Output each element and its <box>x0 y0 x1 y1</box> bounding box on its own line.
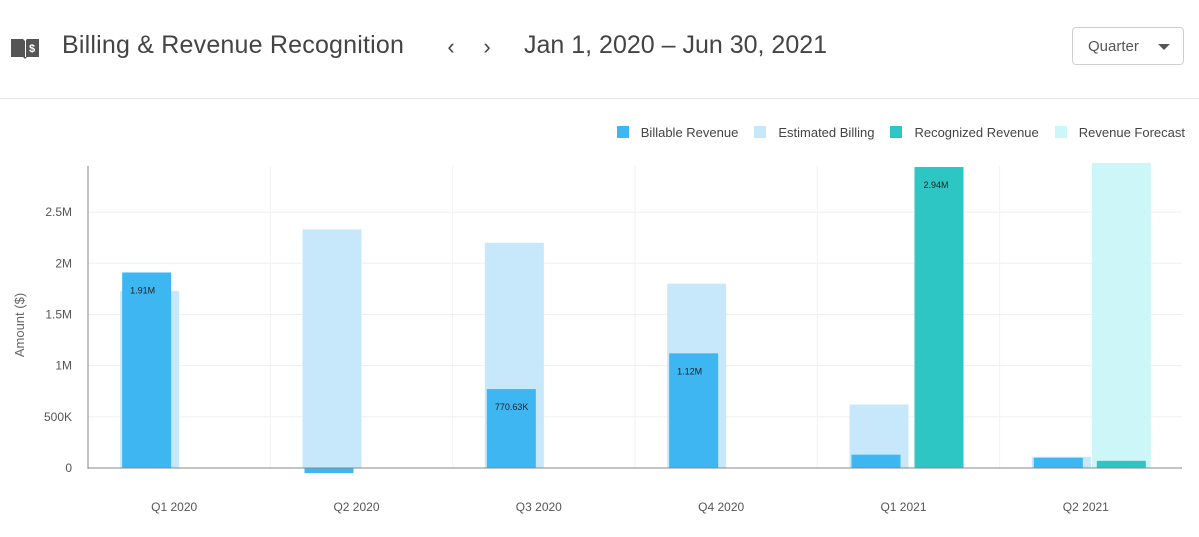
y-tick-label: 500K <box>44 410 72 424</box>
legend-swatch-estimated <box>754 126 767 138</box>
bar-billable-revenue <box>669 353 719 468</box>
y-tick-label: 0 <box>65 461 72 475</box>
period-dropdown-value: Quarter <box>1088 38 1139 55</box>
page-title: Billing & Revenue Recognition <box>62 31 405 59</box>
x-tick-label: Q2 2021 <box>1063 500 1109 514</box>
y-axis-title: Amount ($) <box>12 293 27 357</box>
y-tick-label: 2.5M <box>45 205 72 219</box>
bar-billable-revenue <box>122 272 172 468</box>
bar-recognized-revenue <box>914 167 964 468</box>
legend-swatch-billable <box>616 126 629 138</box>
bar-revenue-forecast <box>1091 162 1151 468</box>
legend-item-recognized-revenue[interactable]: Recognized Revenue <box>890 124 1039 140</box>
data-label-billable: 1.91M <box>130 285 155 295</box>
x-tick-label: Q3 2020 <box>516 500 562 514</box>
legend-label: Recognized Revenue <box>914 124 1039 140</box>
legend-item-billable-revenue[interactable]: Billable Revenue <box>616 124 739 140</box>
date-range-label: Jan 1, 2020 – Jun 30, 2021 <box>524 31 828 59</box>
svg-text:$: $ <box>29 43 35 55</box>
bar-billable-revenue <box>1033 457 1083 468</box>
y-tick-label: 1M <box>55 359 72 373</box>
legend-item-estimated-billing[interactable]: Estimated Billing <box>754 125 874 140</box>
x-tick-label: Q2 2020 <box>333 500 379 514</box>
legend-label: Estimated Billing <box>778 124 875 140</box>
legend-label: Billable Revenue <box>640 124 739 140</box>
bar-billable-revenue <box>304 468 354 474</box>
legend-item-revenue-forecast[interactable]: Revenue Forecast <box>1054 124 1185 140</box>
y-tick-label: 2M <box>55 256 72 270</box>
bar-billable-revenue <box>851 454 901 468</box>
bar-estimated-billing <box>302 229 362 468</box>
data-label-billable: 770.63K <box>495 402 529 412</box>
x-tick-label: Q1 2020 <box>151 500 197 514</box>
data-label-billable: 1.12M <box>677 366 702 376</box>
legend-swatch-recognized <box>890 126 903 138</box>
y-tick-label: 1.5M <box>45 307 72 321</box>
header-bar: $ Billing & Revenue Recognition ‹ › Jan … <box>0 0 1199 99</box>
next-period-button[interactable]: › <box>483 34 491 59</box>
chart-legend: Billable Revenue Estimated Billing Recog… <box>601 122 1185 142</box>
bar-billable-revenue <box>486 389 536 468</box>
legend-label: Revenue Forecast <box>1078 124 1185 140</box>
x-tick-label: Q4 2020 <box>698 500 744 514</box>
book-dollar-icon: $ <box>11 39 39 59</box>
data-label-recognized: 2.94M <box>924 180 949 190</box>
x-tick-label: Q1 2021 <box>880 500 926 514</box>
period-dropdown[interactable]: Quarter <box>1072 27 1184 65</box>
previous-period-button[interactable]: ‹ <box>447 34 455 59</box>
bar-recognized-revenue <box>1096 460 1146 468</box>
chevron-down-icon <box>1158 44 1170 50</box>
legend-swatch-forecast <box>1054 126 1067 138</box>
